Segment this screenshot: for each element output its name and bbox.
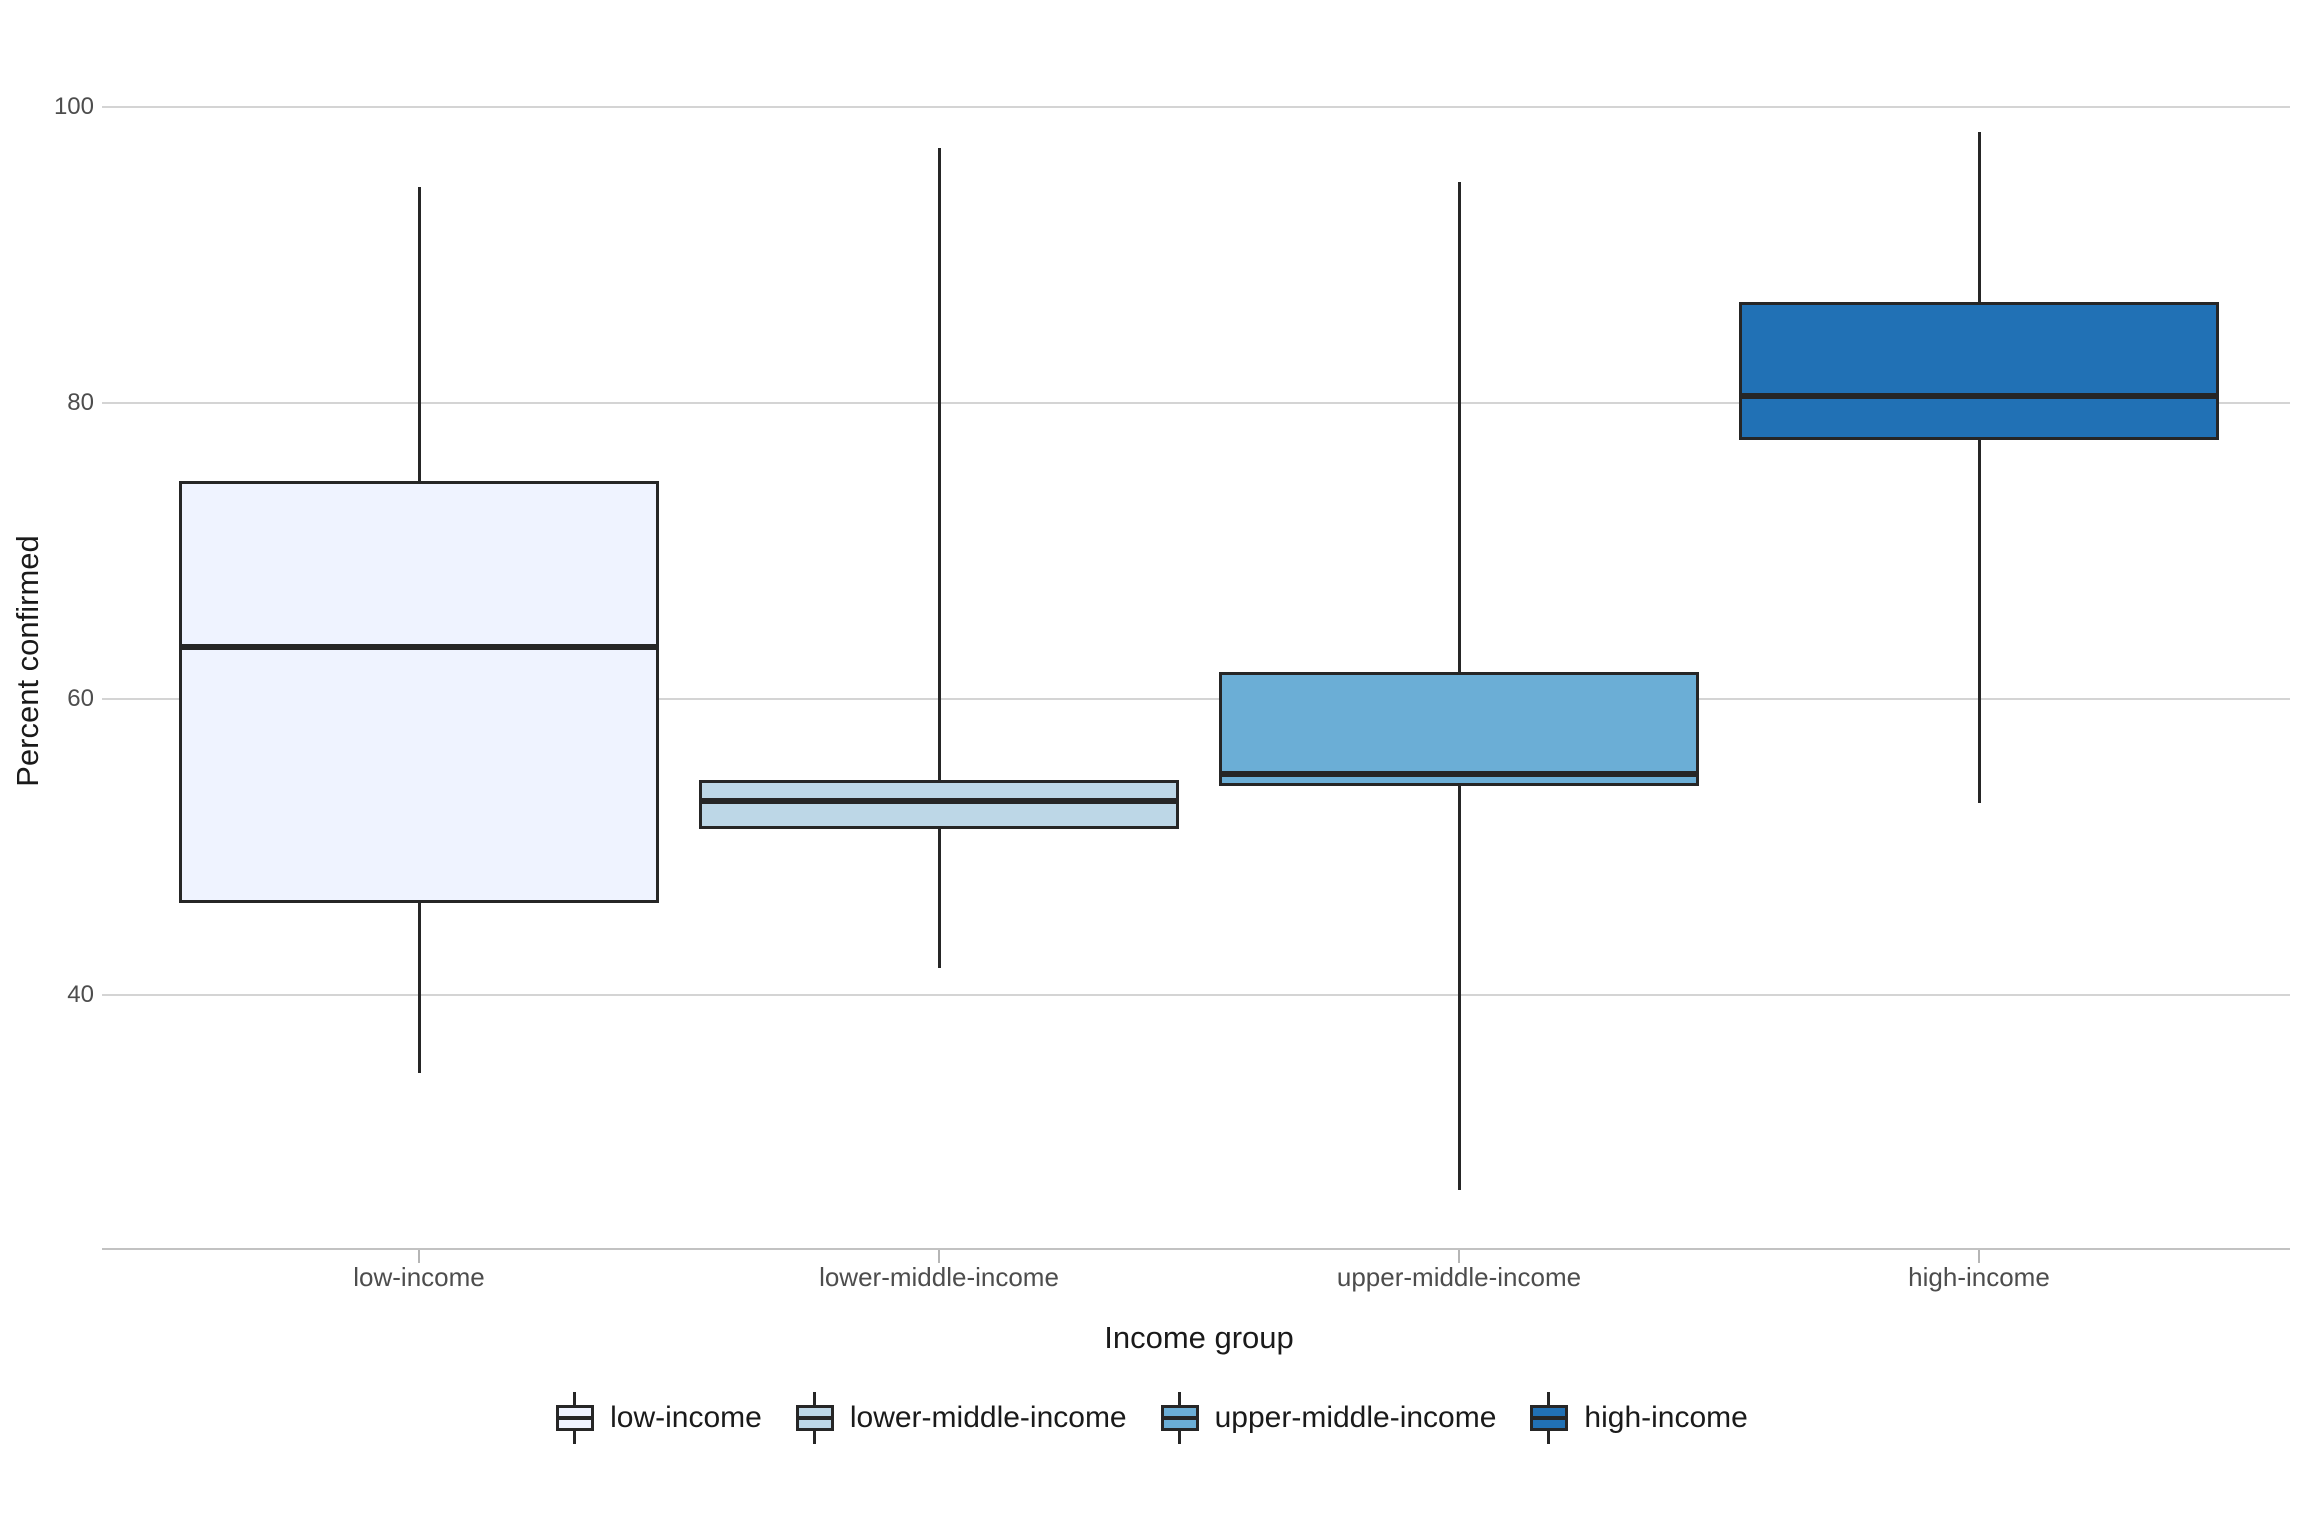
legend-swatch-median	[556, 1416, 595, 1420]
gridline-40	[102, 994, 2290, 996]
x-axis-line	[102, 1248, 2290, 1250]
legend-item-upper-middle-income: upper-middle-income	[1160, 1392, 1497, 1444]
legend-boxplot-swatch-upper-middle-income	[1160, 1392, 1199, 1444]
legend: low-income lower-middle-income upper-middl…	[0, 1386, 2304, 1450]
gridline-80	[102, 402, 2290, 404]
x-axis-title: Income group	[1104, 1320, 1294, 1355]
median-lower-middle-income	[699, 798, 1179, 805]
legend-label-high-income: high-income	[1584, 1401, 1748, 1434]
x-tick-lower-middle-income	[938, 1250, 940, 1263]
box-low-income	[179, 481, 659, 904]
y-axis-title: Percent confirmed	[10, 535, 45, 787]
legend-item-high-income: high-income	[1530, 1392, 1748, 1444]
legend-boxplot-swatch-lower-middle-income	[795, 1392, 834, 1444]
legend-label-low-income: low-income	[610, 1401, 762, 1434]
legend-boxplot-swatch-high-income	[1530, 1392, 1569, 1444]
x-tick-low-income	[418, 1250, 420, 1263]
box-lower-middle-income	[699, 780, 1179, 830]
x-tick-label-upper-middle-income: upper-middle-income	[1336, 1262, 1582, 1292]
median-low-income	[179, 644, 659, 651]
legend-item-low-income: low-income	[556, 1392, 762, 1444]
legend-swatch-median	[1530, 1416, 1569, 1420]
median-upper-middle-income	[1219, 771, 1699, 778]
x-tick-label-low-income: low-income	[353, 1262, 485, 1292]
legend-label-lower-middle-income: lower-middle-income	[849, 1401, 1127, 1434]
x-tick-label-lower-middle-income: lower-middle-income	[819, 1262, 1059, 1292]
x-tick-upper-middle-income	[1458, 1250, 1460, 1263]
whisker-lower-middle-income	[937, 148, 941, 969]
legend-item-lower-middle-income: lower-middle-income	[795, 1392, 1127, 1444]
y-tick-label-100: 100	[53, 93, 94, 120]
median-high-income	[1739, 392, 2219, 399]
legend-boxplot-swatch-low-income	[556, 1392, 595, 1444]
gridline-100	[102, 106, 2290, 108]
box-high-income	[1739, 302, 2219, 440]
legend-swatch-median	[1160, 1416, 1199, 1420]
y-tick-label-40: 40	[67, 981, 94, 1008]
x-tick-high-income	[1978, 1250, 1980, 1263]
y-tick-label-60: 60	[67, 685, 94, 712]
y-tick-label-80: 80	[67, 389, 94, 416]
box-upper-middle-income	[1219, 672, 1699, 787]
whisker-high-income	[1977, 132, 1981, 803]
x-tick-label-high-income: high-income	[1908, 1262, 2050, 1292]
legend-label-upper-middle-income: upper-middle-income	[1214, 1401, 1497, 1434]
legend-swatch-median	[795, 1416, 834, 1420]
gridline-60	[102, 698, 2290, 700]
